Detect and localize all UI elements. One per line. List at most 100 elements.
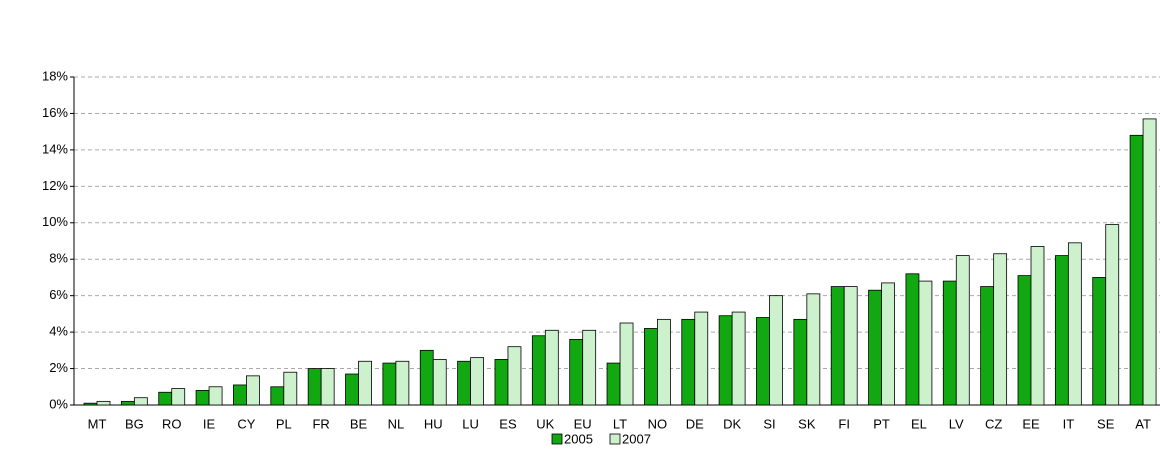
bar: [1030, 246, 1045, 406]
x-tick-label: LV: [949, 416, 964, 431]
bar: [681, 318, 696, 406]
bar: [582, 329, 597, 406]
x-tick-label: FR: [312, 416, 329, 431]
legend-swatch: [609, 433, 621, 445]
bar: [881, 282, 895, 406]
bar: [171, 388, 186, 406]
bar: [993, 253, 1008, 406]
bar: [1054, 255, 1069, 406]
bar: [1067, 242, 1082, 406]
y-tick-label: 0%: [49, 396, 68, 411]
bar: [432, 359, 447, 406]
x-tick-label: UK: [536, 416, 554, 431]
x-tick-label: EE: [1022, 416, 1040, 431]
x-tick-label: IE: [203, 416, 216, 431]
legend-label: 2005: [564, 431, 593, 446]
x-tick-label: SK: [798, 416, 816, 431]
x-tick-label: CY: [237, 416, 255, 431]
bar: [345, 373, 359, 406]
x-tick-label: SE: [1097, 416, 1115, 431]
y-tick-label: 16%: [42, 105, 68, 120]
bar: [158, 391, 173, 406]
x-tick-label: BE: [350, 416, 368, 431]
bar: [1092, 277, 1107, 406]
bar: [942, 280, 957, 406]
x-tick-label: EL: [911, 416, 927, 431]
bar: [806, 293, 821, 406]
y-tick-label: 10%: [42, 214, 68, 229]
bar: [843, 286, 858, 406]
bar: [270, 386, 285, 406]
bar: [868, 289, 882, 406]
bar: [494, 359, 509, 406]
bar: [955, 255, 970, 406]
bar: [1105, 224, 1120, 406]
bar: [419, 349, 434, 406]
legend-swatch: [551, 433, 563, 445]
bar: [358, 360, 372, 406]
bar: [756, 317, 770, 406]
x-tick-label: AT: [1135, 416, 1151, 431]
x-tick-label: DK: [723, 416, 741, 431]
bar: [83, 402, 98, 406]
x-tick-label: EU: [574, 416, 592, 431]
y-tick-label: 2%: [49, 360, 68, 375]
bar: [320, 368, 335, 406]
bar: [120, 400, 135, 406]
bar: [531, 335, 546, 406]
bar: [1129, 134, 1144, 406]
x-tick-label: NO: [648, 416, 668, 431]
x-tick-label: HU: [424, 416, 443, 431]
y-tick-label: 18%: [42, 68, 68, 83]
y-tick-label: 8%: [49, 251, 68, 266]
bar: [195, 390, 210, 406]
bar: [644, 328, 658, 406]
x-tick-label: SI: [763, 416, 775, 431]
x-tick-label: DE: [686, 416, 704, 431]
bar: [830, 286, 845, 406]
x-tick-label: BG: [125, 416, 144, 431]
bar: [544, 329, 559, 406]
x-tick-label: NL: [388, 416, 405, 431]
x-tick-label: LT: [613, 416, 627, 431]
x-tick-label: RO: [162, 416, 182, 431]
x-tick-label: CZ: [985, 416, 1002, 431]
bar: [96, 400, 111, 406]
x-tick-label: PL: [276, 416, 292, 431]
bar: [507, 346, 522, 406]
bar: [731, 311, 746, 406]
x-tick-label: ES: [499, 416, 517, 431]
bar: [457, 360, 472, 406]
y-tick-label: 14%: [42, 141, 68, 156]
legend-label: 2007: [622, 431, 651, 446]
x-tick-label: FI: [838, 416, 850, 431]
bar: [133, 397, 148, 406]
bar: [980, 286, 995, 406]
bar: [694, 311, 709, 406]
bar: [619, 322, 634, 406]
bar: [1142, 118, 1157, 406]
bar: [208, 386, 223, 406]
y-tick-label: 4%: [49, 324, 68, 339]
bar: [606, 362, 621, 406]
bar: [233, 384, 247, 406]
bar: [918, 280, 933, 406]
x-tick-label: IT: [1063, 416, 1075, 431]
bar: [246, 375, 260, 406]
bar: [718, 315, 733, 406]
bar: [1017, 275, 1032, 406]
bar: [905, 273, 920, 406]
y-tick-label: 12%: [42, 178, 68, 193]
x-tick-label: PT: [873, 416, 890, 431]
bar: [283, 371, 298, 406]
bar: [307, 368, 322, 406]
x-tick-label: MT: [88, 416, 107, 431]
y-tick-label: 6%: [49, 287, 68, 302]
x-tick-label: LU: [462, 416, 479, 431]
bar: [382, 362, 397, 406]
bar: [470, 357, 485, 406]
bar: [769, 295, 783, 406]
bar: [395, 360, 410, 406]
bar: [569, 338, 584, 406]
